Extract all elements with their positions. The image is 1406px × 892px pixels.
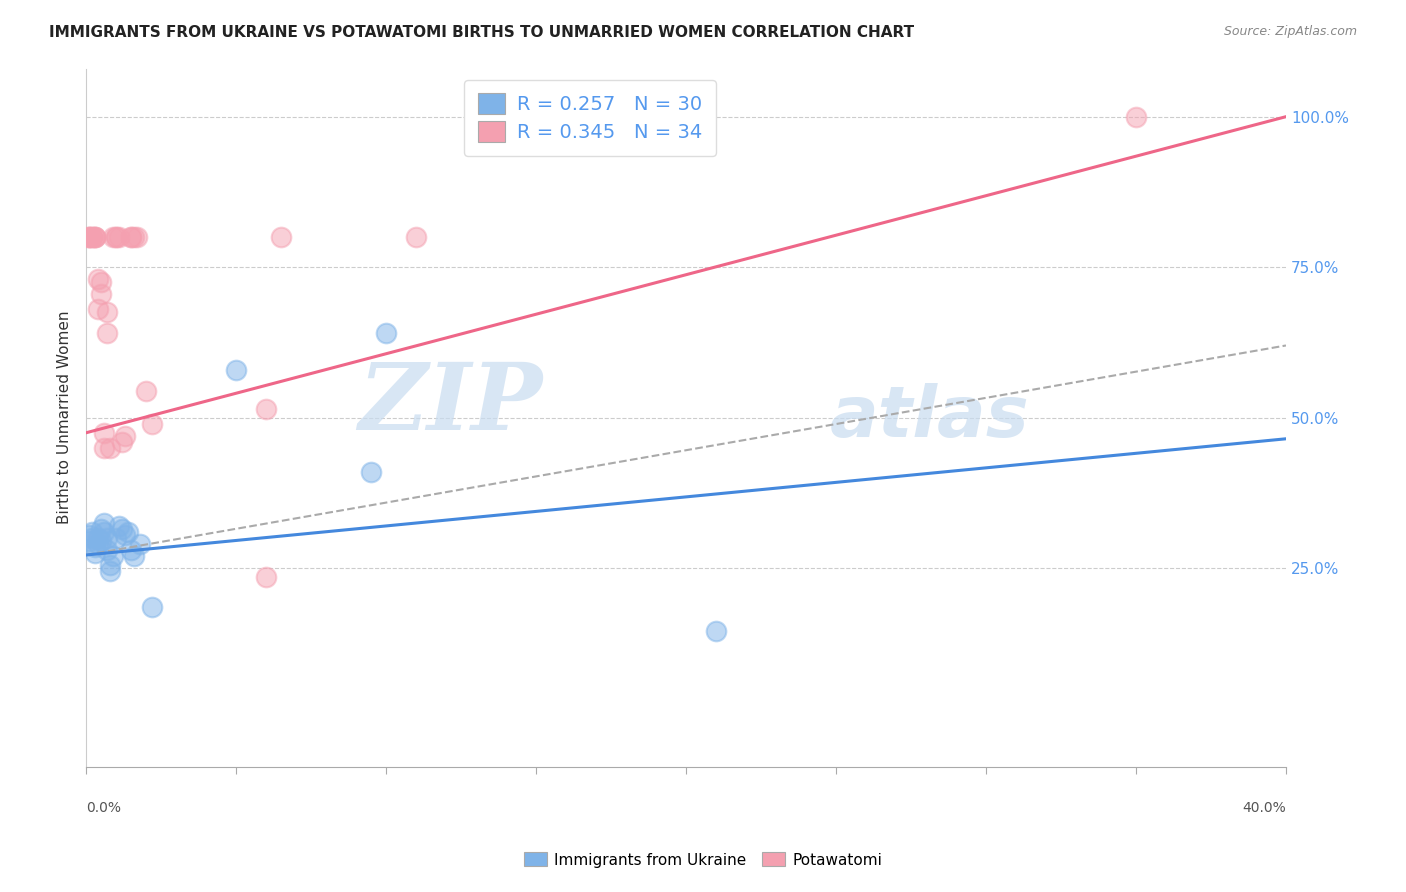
Text: ZIP: ZIP xyxy=(357,359,543,449)
Point xyxy=(90,534,112,549)
Point xyxy=(120,230,142,244)
Point xyxy=(93,425,115,440)
Point xyxy=(98,441,121,455)
Point xyxy=(96,543,118,558)
Y-axis label: Births to Unmarried Women: Births to Unmarried Women xyxy=(58,311,72,524)
Point xyxy=(125,230,148,244)
Point xyxy=(117,525,139,540)
Text: IMMIGRANTS FROM UKRAINE VS POTAWATOMI BIRTHS TO UNMARRIED WOMEN CORRELATION CHAR: IMMIGRANTS FROM UKRAINE VS POTAWATOMI BI… xyxy=(49,25,914,40)
Point xyxy=(405,230,427,244)
Point xyxy=(105,230,128,244)
Point xyxy=(375,326,398,341)
Point xyxy=(93,516,115,530)
Point xyxy=(93,441,115,455)
Point xyxy=(360,465,382,479)
Point xyxy=(101,230,124,244)
Point xyxy=(122,230,145,244)
Point xyxy=(108,230,131,244)
Point xyxy=(80,525,103,540)
Point xyxy=(141,600,163,615)
Point xyxy=(96,305,118,319)
Point xyxy=(77,528,100,542)
Legend: R = 0.257   N = 30, R = 0.345   N = 34: R = 0.257 N = 30, R = 0.345 N = 34 xyxy=(464,79,716,156)
Point xyxy=(87,531,110,545)
Point xyxy=(135,384,157,398)
Point xyxy=(105,531,128,545)
Point xyxy=(122,549,145,564)
Point xyxy=(93,525,115,540)
Legend: Immigrants from Ukraine, Potawatomi: Immigrants from Ukraine, Potawatomi xyxy=(517,847,889,873)
Point xyxy=(111,522,134,536)
Point xyxy=(114,528,136,542)
Point xyxy=(120,230,142,244)
Point xyxy=(254,570,277,584)
Point xyxy=(120,543,142,558)
Point xyxy=(254,401,277,416)
Point xyxy=(1125,110,1147,124)
Point xyxy=(84,230,107,244)
Point xyxy=(129,537,152,551)
Point xyxy=(98,564,121,578)
Text: atlas: atlas xyxy=(830,384,1029,452)
Point xyxy=(77,230,100,244)
Point xyxy=(77,230,100,244)
Point xyxy=(704,624,727,639)
Point xyxy=(105,230,128,244)
Point xyxy=(96,326,118,341)
Point xyxy=(90,522,112,536)
Point xyxy=(90,287,112,301)
Point xyxy=(111,434,134,449)
Point xyxy=(98,558,121,573)
Point xyxy=(108,519,131,533)
Point xyxy=(96,531,118,545)
Point xyxy=(101,549,124,564)
Point xyxy=(84,230,107,244)
Point xyxy=(77,230,100,244)
Point xyxy=(77,534,100,549)
Point xyxy=(84,546,107,560)
Text: 0.0%: 0.0% xyxy=(86,801,121,815)
Text: 40.0%: 40.0% xyxy=(1243,801,1286,815)
Point xyxy=(270,230,292,244)
Point xyxy=(80,531,103,545)
Point xyxy=(87,302,110,317)
Point xyxy=(114,429,136,443)
Point xyxy=(84,230,107,244)
Point xyxy=(80,230,103,244)
Point xyxy=(80,230,103,244)
Point xyxy=(225,362,247,376)
Point xyxy=(90,275,112,289)
Point xyxy=(141,417,163,431)
Text: Source: ZipAtlas.com: Source: ZipAtlas.com xyxy=(1223,25,1357,38)
Point xyxy=(87,537,110,551)
Point xyxy=(84,540,107,554)
Point xyxy=(87,272,110,286)
